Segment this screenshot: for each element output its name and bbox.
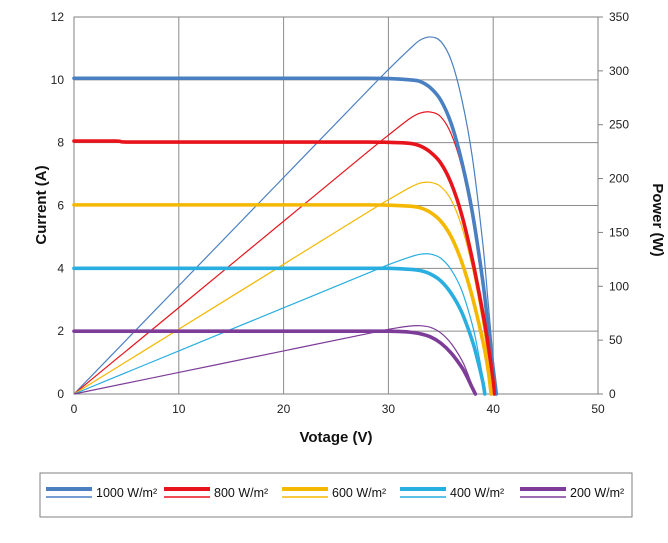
legend-label: 1000 W/m² [96, 486, 157, 500]
y-right-tick-label: 0 [609, 387, 616, 401]
legend-label: 400 W/m² [450, 486, 504, 500]
legend-item-200: 200 W/m² [520, 486, 624, 500]
x-tick-label: 30 [382, 402, 396, 416]
x-tick-label: 50 [591, 402, 605, 416]
ticks-layer: 0 10 20 30 40 50 0 2 4 6 8 10 12 0 50 100 150 200 250 300 35… [51, 10, 630, 416]
legend-label: 200 W/m² [570, 486, 624, 500]
x-tick-label: 40 [487, 402, 501, 416]
x-tick-label: 10 [172, 402, 186, 416]
x-tick-label: 0 [71, 402, 78, 416]
series-layer [72, 36, 499, 396]
x-tick-label: 20 [277, 402, 291, 416]
x-axis-title: Votage (V) [299, 429, 372, 446]
legend-label: 800 W/m² [214, 486, 268, 500]
legend-item-600: 600 W/m² [282, 486, 386, 500]
power-curve-400 [73, 253, 486, 395]
current-curve-600 [72, 203, 493, 396]
y-left-tick-label: 12 [51, 10, 65, 24]
y-left-tick-label: 8 [57, 136, 64, 150]
current-curve-400 [72, 266, 487, 396]
legend-box [39, 472, 633, 518]
current-curve-800 [72, 139, 497, 396]
y-left-tick-label: 6 [57, 199, 64, 213]
y-right-tick-label: 250 [609, 118, 629, 132]
power-curve-1000 [73, 36, 497, 395]
y-right-tick-label: 300 [609, 64, 629, 78]
y-axis-right-title: Power (W) [649, 183, 666, 256]
legend-item-1000: 1000 W/m² [46, 486, 157, 500]
legend-label: 600 W/m² [332, 486, 386, 500]
y-right-tick-label: 150 [609, 225, 629, 239]
y-right-tick-label: 100 [609, 279, 629, 293]
y-right-tick-label: 50 [609, 333, 623, 347]
current-curve-1000 [72, 76, 499, 396]
legend-item-400: 400 W/m² [400, 486, 504, 500]
y-right-tick-label: 200 [609, 172, 629, 186]
legend: 1000 W/m² 800 W/m² 600 W/m² 400 W/m² 200 W/m… [46, 486, 624, 500]
y-left-tick-label: 10 [51, 73, 65, 87]
legend-item-800: 800 W/m² [164, 486, 268, 500]
y-axis-left-title: Current (A) [33, 165, 50, 244]
y-left-tick-label: 0 [57, 387, 64, 401]
current-curve-200 [72, 329, 478, 396]
y-left-tick-label: 4 [57, 261, 64, 275]
y-left-tick-label: 2 [57, 324, 64, 338]
power-curve-200 [73, 325, 476, 395]
y-right-tick-label: 350 [609, 10, 629, 24]
